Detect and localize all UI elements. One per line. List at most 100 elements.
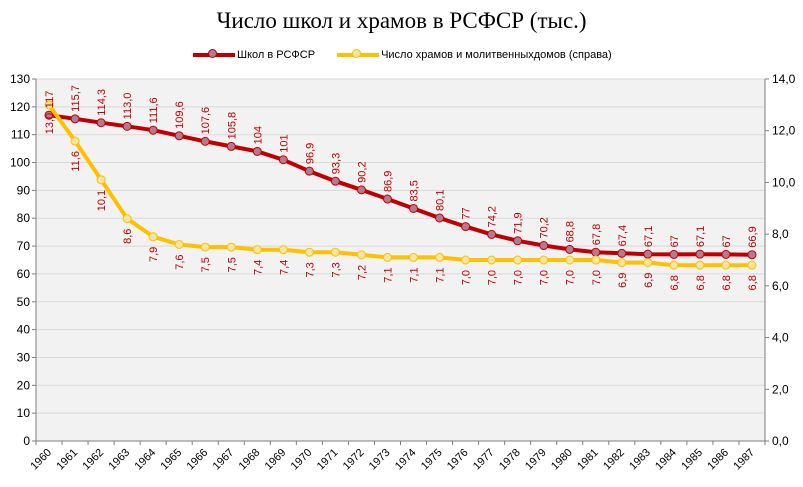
data-label-churches: 8,6 [122,229,134,244]
x-tick-label: 1983 [627,447,653,473]
legend-swatch-schools [193,48,235,62]
x-tick-label: 1984 [653,447,679,473]
x-tick-label: 1981 [575,447,601,473]
data-label-churches: 7,0 [565,270,577,285]
data-point-churches [174,239,184,249]
y-right-tick-label: 12,0 [772,124,796,138]
data-point-churches [461,255,471,265]
data-point-schools [721,249,731,259]
data-label-schools: 93,3 [330,153,342,174]
data-label-schools: 68,8 [565,221,577,242]
x-tick-label: 1965 [159,447,185,473]
data-label-churches: 11,6 [70,151,82,172]
data-label-churches: 7,2 [356,265,368,280]
data-point-churches [148,232,158,242]
data-label-schools: 70,2 [539,217,551,238]
y-left-tick-label: 0 [23,434,30,448]
y-left-tick-label: 90 [17,183,31,197]
data-label-schools: 105,8 [226,112,238,140]
data-point-churches [226,242,236,252]
data-point-churches [122,214,132,224]
y-left-tick-label: 10 [17,406,31,420]
plot-area [36,79,765,441]
y-right-tick-label: 0,0 [772,434,789,448]
y-right-tick-label: 14,0 [772,72,796,86]
data-label-schools: 111,6 [148,97,160,123]
data-label-churches: 6,8 [695,275,707,290]
data-label-schools: 67,4 [617,225,629,246]
y-left-tick-label: 30 [17,350,31,364]
data-point-schools [382,194,392,204]
data-point-churches [617,258,627,268]
y-right-tick-label: 10,0 [772,175,796,189]
data-point-schools [669,249,679,259]
data-point-schools [747,250,757,260]
data-label-schools: 107,6 [200,107,212,135]
data-label-schools: 67,1 [695,226,707,247]
data-point-schools [304,166,314,176]
data-point-churches [747,260,757,270]
data-label-churches: 6,8 [747,275,759,290]
y-right-tick-label: 4,0 [772,331,789,345]
y-left-tick-label: 110 [11,128,30,142]
x-tick-label: 1979 [523,447,549,473]
series-line-churches [47,102,754,268]
data-point-schools [643,249,653,259]
data-point-schools [70,114,80,124]
data-point-churches [96,175,106,185]
data-label-churches: 7,3 [330,262,342,277]
data-point-churches [330,247,340,257]
data-label-schools: 77 [461,207,473,219]
data-label-schools: 101 [278,134,290,152]
data-point-schools [409,203,419,213]
x-tick-label: 1972 [341,447,367,473]
data-point-schools [226,141,236,151]
x-tick-label: 1966 [185,447,211,473]
data-label-churches: 7,0 [513,270,525,285]
data-label-churches: 7,5 [200,257,212,272]
data-point-schools [278,155,288,165]
legend-label-schools: Школ в РСФСР [237,49,316,61]
x-tick-label: 1977 [471,447,497,473]
data-point-churches [565,255,575,265]
data-label-schools: 113,0 [122,93,134,120]
x-tick-label: 1961 [54,447,80,473]
data-label-churches: 13,0 [44,113,56,134]
data-point-schools [539,241,549,251]
data-label-schools: 90,2 [356,161,368,182]
legend-label-churches: Число храмов и молитвенныхдомов (справа) [381,49,612,61]
data-label-churches: 7,1 [435,267,447,282]
data-point-churches [695,260,705,270]
y-left-tick-label: 20 [17,378,31,392]
x-tick-label: 1962 [80,447,106,473]
data-label-churches: 7,4 [278,260,290,275]
data-label-schools: 67,8 [591,224,603,245]
data-label-schools: 114,3 [96,89,108,116]
x-tick-label: 1975 [419,447,445,473]
data-label-churches: 7,1 [382,267,394,282]
x-tick-label: 1974 [393,447,419,473]
data-label-schools: 67 [721,235,733,247]
data-label-churches: 7,9 [148,247,160,262]
legend-swatch-churches [337,48,380,62]
data-label-schools: 66,9 [747,226,759,247]
x-tick-label: 1968 [237,447,263,473]
data-label-schools: 96,9 [304,143,316,164]
x-tick-label: 1982 [601,447,627,473]
data-label-schools: 104 [252,126,264,144]
x-tick-label: 1973 [367,447,393,473]
x-tick-label: 1967 [211,447,237,473]
data-label-churches: 7,6 [174,254,186,269]
data-label-schools: 117 [44,91,56,109]
data-label-churches: 6,9 [617,273,629,288]
data-label-schools: 109,6 [174,101,186,129]
x-tick-label: 1985 [679,447,705,473]
legend: Школ в РСФСР Число храмов и молитвенныхд… [193,46,634,64]
data-label-churches: 7,5 [226,257,238,272]
y-left-tick-label: 70 [17,239,31,253]
y-left-tick-label: 130 [10,72,30,86]
data-point-schools [435,213,445,223]
data-point-schools [200,136,210,146]
data-point-churches [278,245,288,255]
y-left-tick-label: 60 [17,267,31,281]
